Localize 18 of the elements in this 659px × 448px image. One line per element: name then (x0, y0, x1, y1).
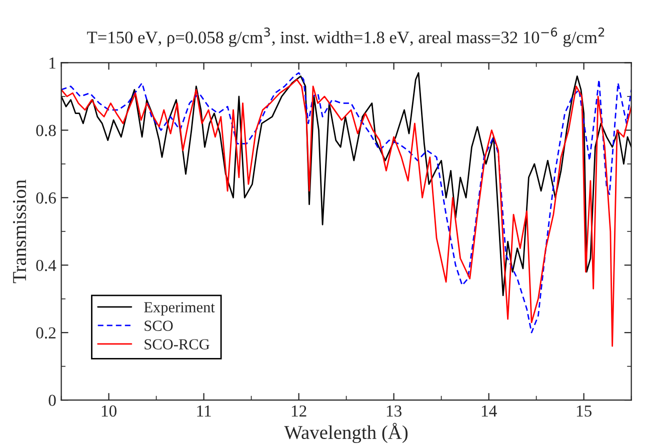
x-tick-label: 10 (102, 405, 116, 417)
x-tick-label: 13 (386, 405, 402, 417)
y-tick-label: 0.6 (36, 192, 56, 204)
chart-title: T=150 eV, ρ=0.058 g/cm$^{3}$, inst. width=1.8 eV, areal mass=32 10$^{−6}$ g/cm$^{2}$ (87, 27, 604, 47)
y-tick-label: 0.2 (36, 327, 56, 339)
legend-label: SCO-RCG (144, 339, 210, 350)
x-tick-label: 14 (482, 405, 497, 416)
legend-label: SCO (144, 320, 173, 331)
x-tick-label: 12 (292, 405, 306, 416)
x-axis-title: Wavelength (Å) (284, 422, 408, 444)
x-tick-label: 11 (197, 405, 211, 416)
y-tick-label: 0.8 (36, 124, 56, 136)
x-tick-label: 15 (576, 405, 592, 417)
y-axis-title: Transmission (13, 180, 26, 284)
y-tick-label: 1 (50, 58, 56, 69)
y-tick-label: 0 (48, 394, 56, 406)
legend-label: Experiment (144, 302, 215, 316)
y-tick-label: 0.4 (36, 260, 56, 272)
